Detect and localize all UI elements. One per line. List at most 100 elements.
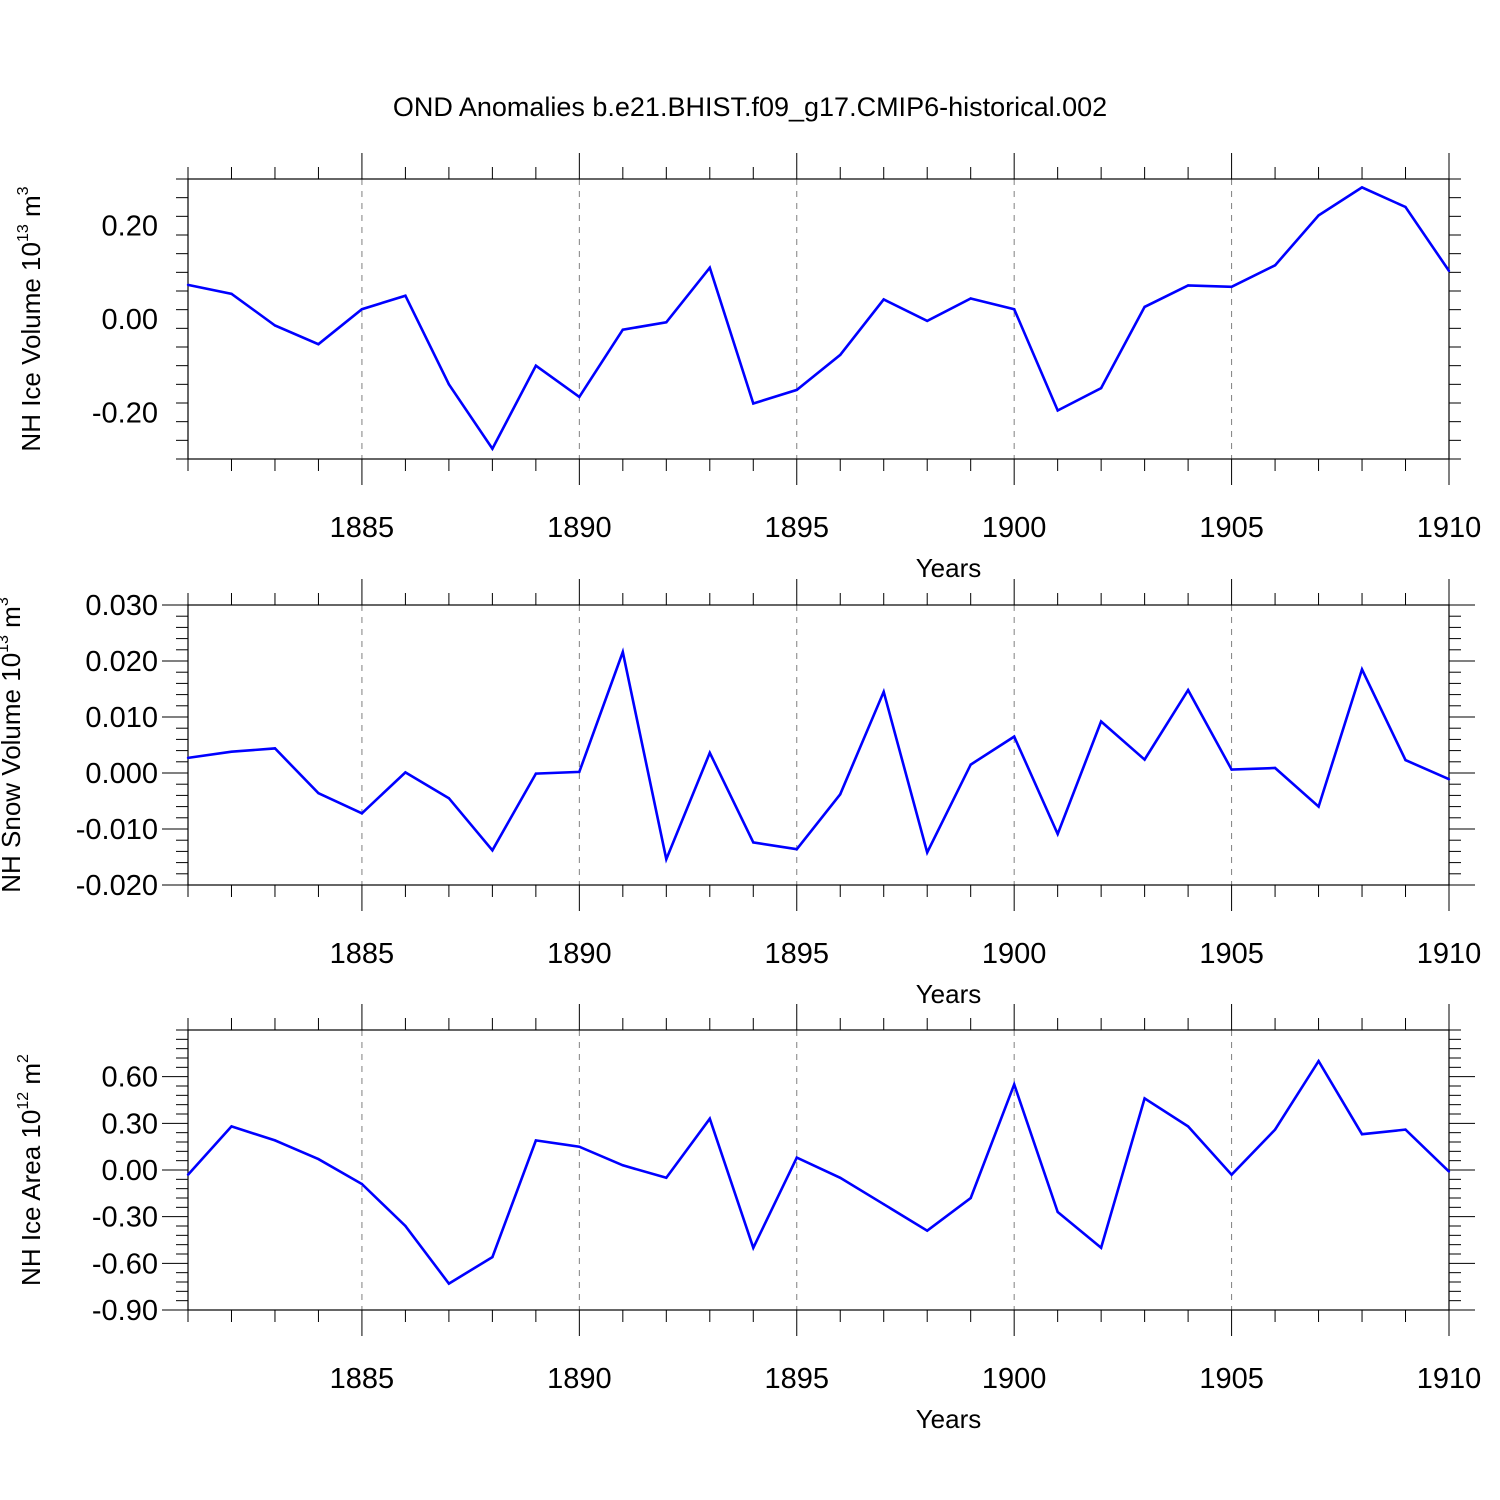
data-point bbox=[1404, 758, 1407, 762]
series-line bbox=[187, 647, 1450, 864]
data-point bbox=[795, 388, 798, 392]
data-point bbox=[1230, 285, 1233, 288]
data-point bbox=[1143, 758, 1146, 761]
data-point bbox=[1186, 688, 1190, 692]
data-point bbox=[1360, 668, 1364, 671]
y-tick-label: 0.030 bbox=[85, 590, 158, 622]
data-point bbox=[534, 364, 538, 367]
y-axis-title: NH Ice Area 1012 m2 bbox=[15, 1054, 46, 1286]
x-tick-label: 1885 bbox=[330, 1363, 395, 1395]
y-tick-label: 0.00 bbox=[102, 1155, 158, 1187]
data-point bbox=[404, 771, 407, 774]
data-point bbox=[491, 849, 494, 852]
data-point bbox=[1230, 1173, 1233, 1176]
data-point bbox=[1447, 777, 1451, 781]
y-tick-label: 0.60 bbox=[102, 1062, 158, 1094]
y-tick-label: 0.000 bbox=[85, 758, 158, 790]
data-point bbox=[665, 1176, 668, 1179]
x-tick-label: 1900 bbox=[982, 512, 1047, 544]
data-point bbox=[1099, 1246, 1103, 1249]
data-point bbox=[230, 1125, 233, 1128]
x-tick-label: 1900 bbox=[982, 1363, 1047, 1395]
data-point bbox=[665, 321, 668, 324]
data-point bbox=[186, 283, 190, 287]
x-tick-label: 1890 bbox=[547, 1363, 612, 1395]
data-point bbox=[1143, 305, 1146, 309]
x-tick-label: 1910 bbox=[1417, 512, 1482, 544]
data-point bbox=[447, 797, 451, 800]
data-point bbox=[1143, 1097, 1146, 1100]
data-point bbox=[1099, 386, 1103, 390]
x-axis-title: Years bbox=[916, 553, 982, 583]
chart-panel-3: 1885 1890 1895 1900 1905 1910 Years 0.60 0.30 0.0… bbox=[15, 1004, 1481, 1434]
data-point bbox=[708, 1117, 711, 1120]
data-point bbox=[1447, 1170, 1451, 1173]
x-tick-label: 1900 bbox=[982, 938, 1047, 970]
data-point bbox=[752, 841, 755, 844]
data-point bbox=[752, 402, 755, 405]
data-point bbox=[534, 772, 538, 775]
chart-panel-2: 1885 1890 1895 1900 1905 1910 Years 0.030 0.020 0… bbox=[0, 579, 1481, 1009]
data-point bbox=[360, 812, 364, 815]
y-tick-label: -0.60 bbox=[92, 1248, 158, 1280]
x-tick-label: 1905 bbox=[1199, 938, 1264, 970]
data-point bbox=[926, 319, 929, 323]
x-tick-label: 1895 bbox=[765, 938, 830, 970]
x-tick-label: 1910 bbox=[1417, 938, 1482, 970]
data-point bbox=[447, 1282, 451, 1285]
plot-frame bbox=[187, 1029, 1450, 1311]
data-point bbox=[1186, 1125, 1190, 1128]
x-tick-label: 1895 bbox=[765, 1363, 830, 1395]
data-point bbox=[795, 1156, 798, 1159]
data-point bbox=[230, 292, 233, 295]
data-point bbox=[969, 763, 972, 766]
data-point bbox=[1447, 269, 1451, 273]
y-tick-label: 0.30 bbox=[102, 1108, 158, 1140]
data-point bbox=[273, 747, 277, 750]
y-tick-label: 0.20 bbox=[102, 211, 158, 243]
data-point bbox=[621, 328, 625, 331]
data-point bbox=[1056, 832, 1059, 836]
data-point bbox=[317, 1157, 320, 1161]
data-point bbox=[273, 1139, 277, 1142]
y-axis-title: NH Snow Volume 1013 m3 bbox=[0, 597, 26, 893]
data-point bbox=[1273, 1128, 1277, 1131]
series-line bbox=[187, 185, 1451, 452]
data-point bbox=[839, 1176, 842, 1179]
x-tick-label: 1890 bbox=[547, 938, 612, 970]
data-point bbox=[1099, 720, 1103, 723]
data-point bbox=[1230, 768, 1233, 771]
data-point bbox=[1317, 1059, 1320, 1063]
y-tick-label: 0.00 bbox=[102, 304, 158, 336]
data-point bbox=[578, 395, 581, 399]
x-tick-label: 1885 bbox=[330, 512, 395, 544]
data-point bbox=[360, 308, 364, 311]
data-point bbox=[578, 770, 581, 774]
x-tick-label: 1910 bbox=[1417, 1363, 1482, 1395]
data-point bbox=[1056, 409, 1059, 412]
data-point bbox=[1056, 1210, 1059, 1214]
data-point bbox=[404, 1224, 407, 1228]
data-point bbox=[534, 1139, 538, 1142]
data-point bbox=[404, 294, 407, 297]
data-point bbox=[926, 851, 929, 854]
data-point bbox=[230, 750, 233, 753]
y-tick-label: -0.20 bbox=[92, 397, 158, 429]
data-point bbox=[186, 756, 190, 760]
data-point bbox=[491, 447, 494, 450]
x-tick-label: 1905 bbox=[1199, 1363, 1264, 1395]
chart-panel-1: 1885 1890 1895 1900 1905 1910 Years 0.20 0.00 -0.… bbox=[15, 153, 1481, 583]
data-point bbox=[621, 650, 625, 654]
plot-frame bbox=[187, 604, 1450, 886]
data-point bbox=[1317, 214, 1320, 217]
data-point bbox=[665, 858, 668, 861]
data-point bbox=[447, 383, 451, 386]
data-point bbox=[491, 1255, 494, 1259]
data-point bbox=[1404, 1128, 1407, 1131]
data-point bbox=[969, 1196, 972, 1200]
data-point bbox=[1404, 205, 1407, 209]
data-point bbox=[708, 266, 711, 269]
data-point bbox=[1012, 1083, 1016, 1086]
plot-frame bbox=[187, 178, 1450, 460]
